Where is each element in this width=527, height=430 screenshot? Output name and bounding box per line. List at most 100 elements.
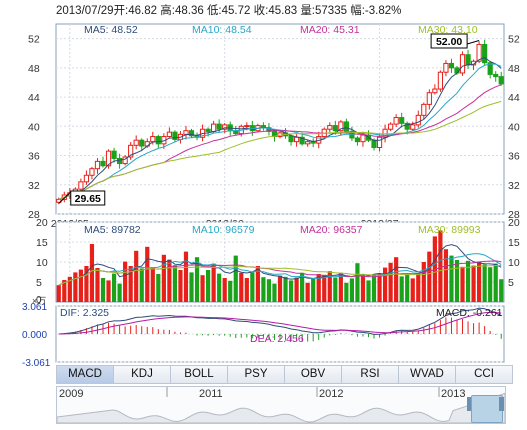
volume-bar [460,266,465,302]
candle-body [117,157,123,165]
candle-body [166,131,172,138]
candle-body [288,135,294,143]
volume-bar [266,279,272,302]
macd-legend-dif: DIF: 2.325 [60,307,109,319]
range-navigator[interactable]: 2009 2011 2012 2013 [56,386,506,424]
volume-bar [416,273,421,302]
tab-kdj[interactable]: KDJ [113,365,170,384]
min-price-label: 29.65 [75,193,101,205]
volume-bar [394,257,399,302]
tab-rsi[interactable]: RSI [341,365,398,384]
volume-bar [294,277,299,302]
candle-body [133,139,139,146]
volume-bar [73,272,78,302]
volume-bar [427,251,432,302]
macd-dea-line [58,311,502,335]
navigator-year-2011: 2011 [199,388,223,400]
volume-bar [377,273,382,302]
tab-macd[interactable]: MACD [56,365,113,384]
volume-bar [305,282,310,302]
macd-ytick-left: -3.061 [22,358,51,369]
indicator-tabs: MACD KDJ BOLL PSY OBV RSI WVAD CCI [56,365,513,384]
candle-body [476,43,482,62]
volume-ytick-right: 15 [508,237,520,249]
price-ytick-left: 36 [28,151,40,163]
change-value: -3.82% [364,5,402,17]
volume-bar [217,273,222,302]
candle-body [338,121,344,132]
price-legend-ma30: MA30: 43.10 [418,24,478,36]
max-label-box [430,33,468,49]
volume-bar [288,280,294,302]
volume-bar [421,262,426,302]
volume-ma-line-ma10 [58,253,502,286]
volume-ytick-left: 15 [36,237,48,249]
candle-body [183,130,189,135]
navigator-left-handle[interactable] [467,397,472,411]
volume-bar [161,254,166,302]
volume-bar [499,279,504,302]
volume-bar [493,263,498,302]
candle-body [354,137,361,143]
tab-wvad[interactable]: WVAD [398,365,455,384]
candle-body [83,174,90,183]
macd-ytick-left: 3.061 [22,302,47,313]
volume-bar [349,278,355,302]
volume-bar [410,278,415,302]
price-ytick-right: 28 [508,209,520,221]
volume-bar [327,271,332,302]
candle-body [448,62,455,69]
volume-bar [123,261,128,302]
price-ytick-left: 32 [28,180,40,192]
volume-bar [111,273,117,302]
candle-body [100,160,106,167]
price-ytick-left: 40 [28,121,40,133]
volume-bar [222,278,227,302]
volume-bar [388,262,393,302]
navigator-right-handle[interactable] [499,397,504,411]
tab-boll[interactable]: BOLL [170,365,227,384]
tab-psy[interactable]: PSY [227,365,284,384]
price-ytick-right: 52 [508,34,520,46]
candle-body [155,136,161,145]
candle-body [465,54,471,66]
volume-bar [117,283,122,302]
candle-body [89,168,95,176]
min-label-box [70,190,106,206]
candle-body [443,62,449,73]
candle-body [216,123,222,130]
volume-bar [205,270,211,302]
tab-obv[interactable]: OBV [284,365,341,384]
volume-bar [95,268,100,302]
navigator-year-2013: 2013 [441,388,466,400]
volume-bar [228,280,233,302]
volume-bar [156,274,161,302]
candle-body [388,123,394,130]
volume-label: 量: [300,5,316,17]
candle-body [150,136,156,143]
price-ytick-right: 32 [508,180,520,192]
tab-cci[interactable]: CCI [455,365,513,384]
price-legend-ma10: MA10: 48.54 [192,24,252,36]
candle-body [437,71,443,90]
price-ytick-right: 36 [508,151,520,163]
candle-body [415,114,421,126]
volume-bar [200,275,205,302]
candle-body [105,150,112,167]
candle-body [371,139,377,148]
volume-bar [482,264,487,302]
volume-bar [67,276,72,302]
volume-bar [100,278,106,302]
volume-bar [84,266,89,302]
change-label: 幅: [350,5,365,17]
volume-bar [405,274,410,302]
volume-bar [355,263,360,302]
volume-ytick-zero: 0 [36,295,42,306]
volume-bar [128,266,133,302]
volume-bar [139,268,144,302]
candle-body [299,136,305,145]
volume-bar [438,230,443,302]
volume-bar [322,274,327,302]
price-legend-ma5: MA5: 48.52 [84,24,138,36]
